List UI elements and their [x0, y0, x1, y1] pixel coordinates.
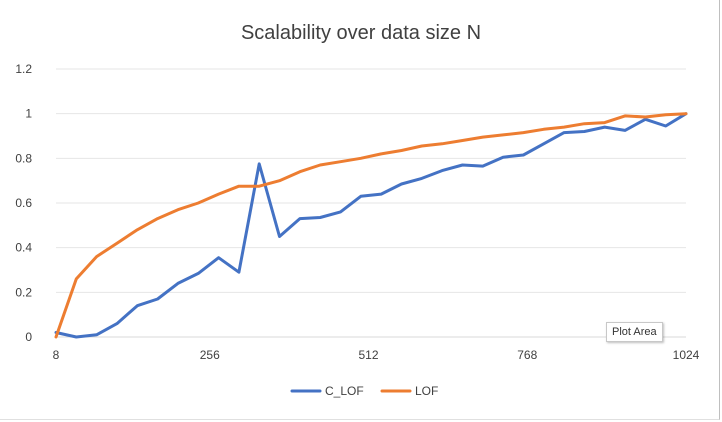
legend-label: LOF — [415, 384, 438, 398]
x-tick-label: 512 — [359, 348, 379, 362]
gridlines — [56, 68, 686, 338]
series-line-c-lof — [54, 112, 688, 339]
y-axis-ticks: 0 0.2 0.4 0.6 0.8 1 1.2 — [15, 62, 32, 344]
series-lines — [54, 112, 688, 339]
series-line-lof — [54, 112, 688, 339]
x-tick-label: 256 — [200, 348, 220, 362]
y-tick-label: 0.6 — [15, 196, 32, 210]
x-tick-label: 768 — [517, 348, 537, 362]
x-tick-label: 8 — [53, 348, 60, 362]
y-tick-label: 1 — [25, 107, 32, 121]
legend: C_LOF LOF — [290, 384, 438, 398]
y-tick-label: 0.2 — [15, 285, 32, 299]
y-tick-label: 1.2 — [15, 62, 32, 76]
legend-label: C_LOF — [325, 384, 364, 398]
y-tick-label: 0.8 — [15, 151, 32, 165]
y-tick-label: 0.4 — [15, 241, 32, 255]
x-tick-label: 1024 — [673, 348, 700, 362]
plot-area-tooltip: Plot Area — [606, 322, 663, 342]
y-tick-label: 0 — [25, 330, 32, 344]
x-axis-ticks: 8 256 512 768 1024 — [53, 348, 700, 362]
chart-title: Scalability over data size N — [241, 22, 481, 44]
